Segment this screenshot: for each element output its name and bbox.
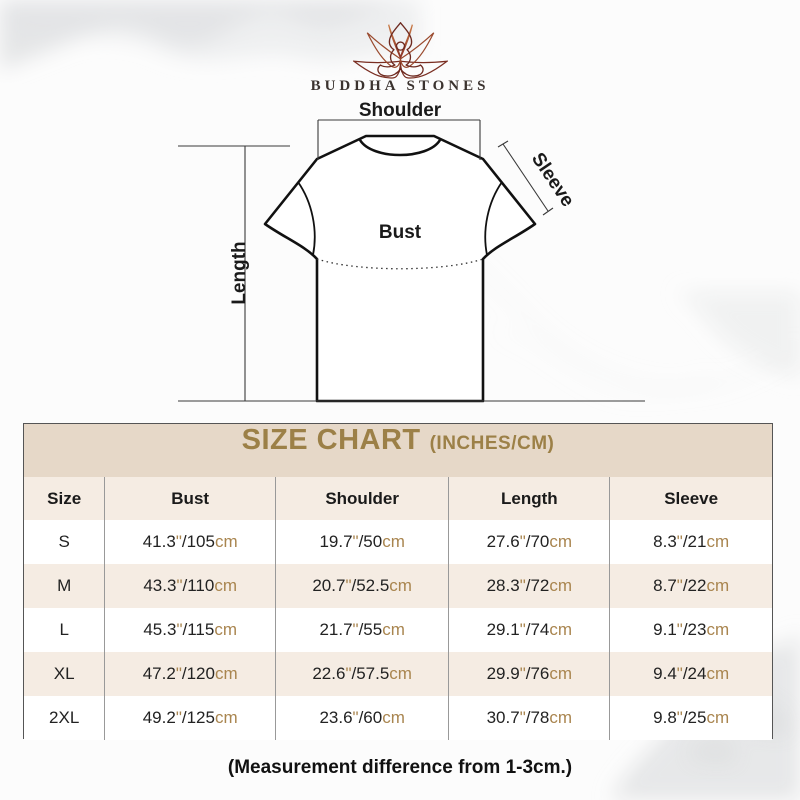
svg-text:Length: Length <box>229 241 250 304</box>
svg-text:Shoulder: Shoulder <box>359 100 442 121</box>
svg-text:Sleeve: Sleeve <box>527 149 578 211</box>
svg-text:Bust: Bust <box>379 222 422 243</box>
